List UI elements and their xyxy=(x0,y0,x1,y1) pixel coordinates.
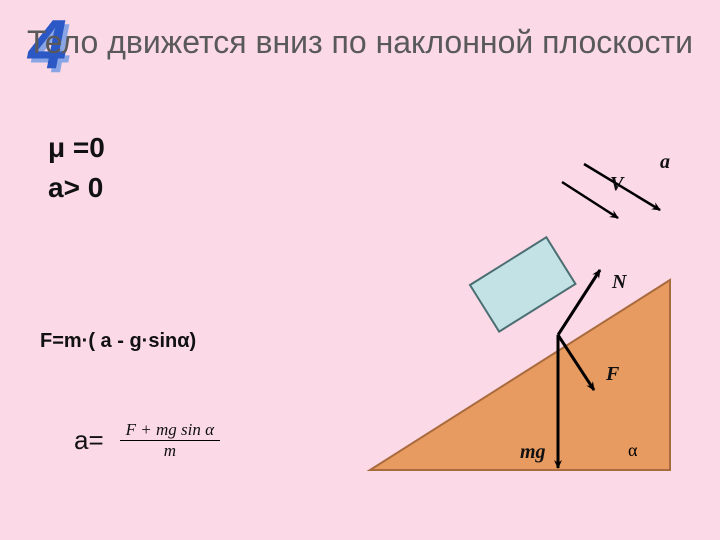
block xyxy=(470,237,575,331)
eq-accel-denominator: m xyxy=(158,441,182,461)
vector-label-N: N xyxy=(611,271,628,293)
page-title: Тело движется вниз по наклонной плоскост… xyxy=(0,22,720,62)
angle-alpha: α xyxy=(628,440,638,460)
vector-label-a: a xyxy=(660,151,670,173)
eq-force: F=m·( a - g·sinα) xyxy=(40,330,196,353)
diagram-svg: mgNFVaα xyxy=(330,110,690,510)
vector-label-mg: mg xyxy=(520,441,546,463)
eq-accel: а= F + mg sin α m xyxy=(74,420,220,461)
physics-diagram: mgNFVaα xyxy=(330,110,690,510)
eq-mu: μ =0 xyxy=(48,132,105,164)
vector-label-F: F xyxy=(605,363,620,385)
eq-a-gt-zero: а> 0 xyxy=(48,172,103,204)
eq-accel-numerator: F + mg sin α xyxy=(120,420,220,440)
eq-accel-label: а= xyxy=(74,425,104,456)
eq-accel-fraction: F + mg sin α m xyxy=(120,420,220,461)
